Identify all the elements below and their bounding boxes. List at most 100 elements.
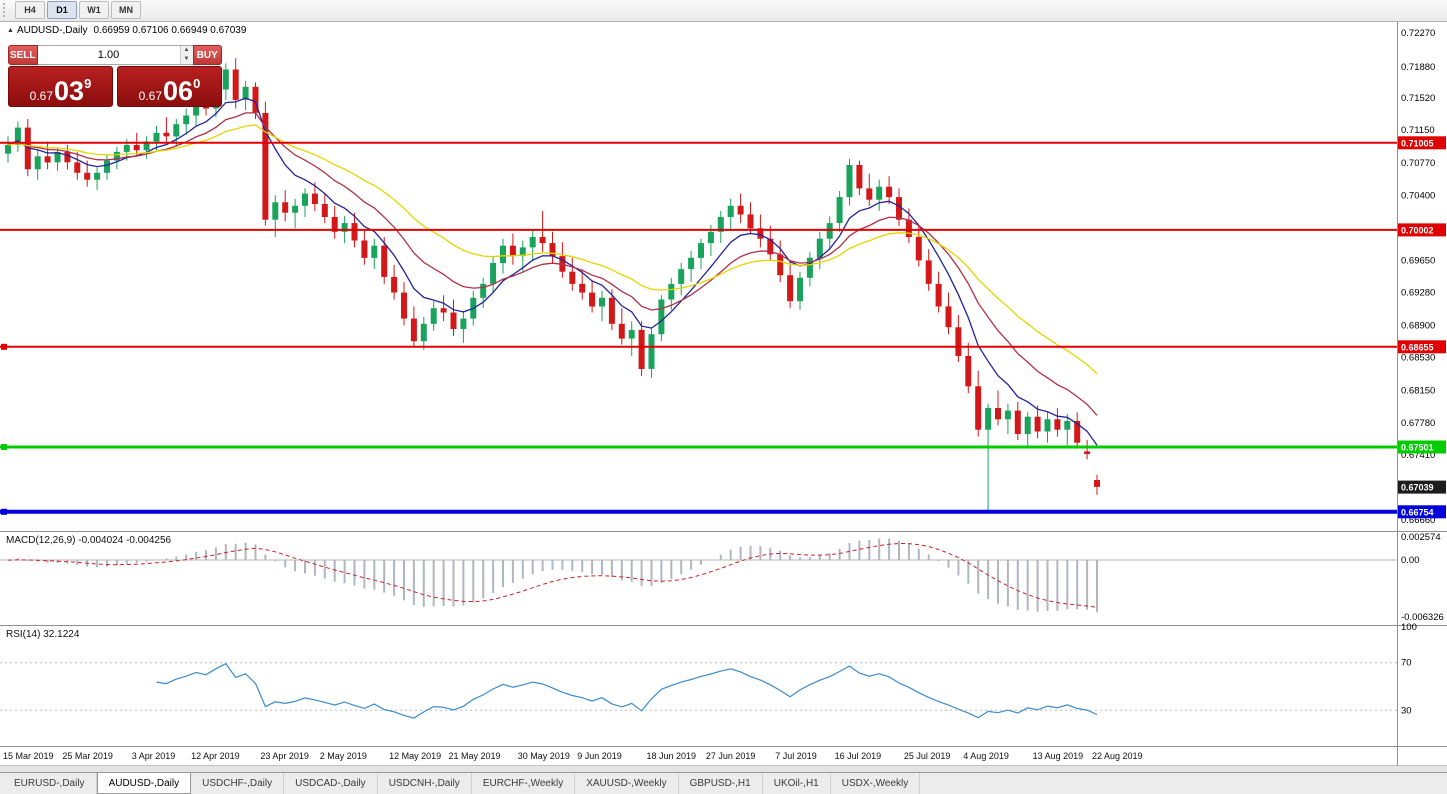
svg-text:0.70770: 0.70770 — [1401, 158, 1435, 169]
price-chart-canvas[interactable]: 0.72270 0.71880 0.71520 0.71150 0.70770 0.704… — [0, 21, 1447, 766]
buy-price-prefix: 0.67 — [138, 88, 163, 103]
buy-price-big-digits: 06 — [163, 75, 194, 106]
svg-text:9 Jun 2019: 9 Jun 2019 — [577, 751, 622, 761]
svg-text:0.70400: 0.70400 — [1401, 190, 1435, 201]
tab-ukoil-h1[interactable]: UKOil-,H1 — [763, 773, 831, 794]
tab-eurusd-daily[interactable]: EURUSD-,Daily — [3, 773, 97, 794]
volume-spinner: ▲ ▼ — [179, 45, 193, 64]
svg-text:12 May 2019: 12 May 2019 — [389, 751, 441, 761]
svg-text:0.002574: 0.002574 — [1401, 532, 1441, 543]
svg-text:21 May 2019: 21 May 2019 — [449, 751, 501, 761]
sell-price-prefix: 0.67 — [29, 88, 54, 103]
price-tag — [1398, 223, 1446, 237]
volume-input[interactable] — [37, 45, 180, 64]
rsi-pane: RSI(14) 32.1224 100 70 30 — [0, 622, 1417, 719]
svg-text:70: 70 — [1401, 658, 1412, 669]
tab-usdx-weekly[interactable]: USDX-,Weekly — [831, 773, 921, 794]
rsi-label: RSI(14) 32.1224 — [6, 629, 80, 640]
hline-handle[interactable] — [1, 508, 7, 515]
svg-text:18 Jun 2019: 18 Jun 2019 — [647, 751, 697, 761]
collapse-panel-icon[interactable]: ▲ — [7, 26, 14, 34]
svg-text:12 Apr 2019: 12 Apr 2019 — [191, 751, 240, 761]
tf-button-w1[interactable]: W1 — [79, 1, 109, 20]
candlestick-series — [5, 58, 1100, 511]
macd-pane: MACD(12,26,9) -0.004024 -0.004256 0.00257… — [0, 532, 1444, 623]
volume-box: ▲ ▼ — [37, 44, 193, 65]
svg-text:0.68530: 0.68530 — [1401, 353, 1435, 364]
chart-frame — [0, 21, 1447, 766]
svg-text:0.70002: 0.70002 — [1401, 225, 1434, 235]
svg-text:0.72270: 0.72270 — [1401, 28, 1435, 39]
toolbar-grip[interactable] — [3, 3, 10, 18]
price-tag — [1398, 505, 1446, 519]
svg-text:0.68655: 0.68655 — [1401, 342, 1434, 352]
svg-text:22 Aug 2019: 22 Aug 2019 — [1092, 751, 1143, 761]
svg-text:0.67410: 0.67410 — [1401, 450, 1435, 461]
price-tag — [1398, 136, 1446, 150]
tab-eurchf-weekly[interactable]: EURCHF-,Weekly — [472, 773, 576, 794]
svg-text:0.67780: 0.67780 — [1401, 418, 1435, 429]
price-tags: 0.71005 0.70002 0.68655 0.67501 0.66754 0.670… — [1398, 136, 1446, 519]
svg-text:25 Jul 2019: 25 Jul 2019 — [904, 751, 951, 761]
tab-usdcnh-daily[interactable]: USDCNH-,Daily — [378, 773, 472, 794]
chart-symbol-period: AUDUSD-,Daily — [16, 24, 88, 36]
tf-button-mn[interactable]: MN — [111, 1, 141, 20]
chart-tab-bar: EURUSD-,Daily AUDUSD-,Daily USDCHF-,Dail… — [0, 772, 1447, 794]
window-bottom-strip — [0, 765, 1447, 773]
svg-text:0.66754: 0.66754 — [1401, 507, 1434, 517]
svg-text:13 Aug 2019: 13 Aug 2019 — [1033, 751, 1084, 761]
volume-down-button[interactable]: ▼ — [180, 54, 193, 64]
svg-text:0.69280: 0.69280 — [1401, 288, 1435, 299]
buy-price-pip-digit: 0 — [193, 75, 201, 91]
one-click-trading-panel: SELL ▲ ▼ BUY 0.67 03 9 0.67 — [8, 44, 222, 107]
tab-audusd-daily[interactable]: AUDUSD-,Daily — [96, 773, 192, 794]
hline-handle[interactable] — [1, 443, 7, 450]
svg-text:0.00: 0.00 — [1401, 555, 1420, 566]
tab-usdcad-daily[interactable]: USDCAD-,Daily — [284, 773, 378, 794]
date-axis[interactable]: 15 Mar 2019 25 Mar 2019 3 Apr 2019 12 Apr 2… — [3, 751, 1143, 761]
svg-text:0.71150: 0.71150 — [1401, 125, 1435, 136]
volume-up-button[interactable]: ▲ — [180, 45, 193, 55]
buy-button[interactable]: BUY — [192, 44, 222, 65]
chart-ohlc-values: 0.66959 0.67106 0.66949 0.67039 — [93, 24, 247, 36]
tf-button-d1[interactable]: D1 — [47, 1, 77, 20]
svg-text:23 Apr 2019: 23 Apr 2019 — [260, 751, 309, 761]
svg-text:0.68150: 0.68150 — [1401, 386, 1435, 397]
svg-text:3 Apr 2019: 3 Apr 2019 — [132, 751, 176, 761]
sell-button[interactable]: SELL — [8, 44, 38, 65]
svg-text:0.69650: 0.69650 — [1401, 255, 1435, 266]
svg-text:2 May 2019: 2 May 2019 — [320, 751, 367, 761]
tab-xauusd-weekly[interactable]: XAUUSD-,Weekly — [575, 773, 679, 794]
svg-text:27 Jun 2019: 27 Jun 2019 — [706, 751, 756, 761]
sell-price-big-digits: 03 — [54, 75, 85, 106]
svg-text:0.67039: 0.67039 — [1401, 483, 1434, 493]
chart-title: ▲ AUDUSD-,Daily 0.66959 0.67106 0.66949 0.… — [7, 25, 246, 36]
svg-text:30 May 2019: 30 May 2019 — [518, 751, 570, 761]
svg-text:7 Jul 2019: 7 Jul 2019 — [775, 751, 817, 761]
svg-text:25 Mar 2019: 25 Mar 2019 — [62, 751, 113, 761]
chart-area: 0.72270 0.71880 0.71520 0.71150 0.70770 0.704… — [0, 21, 1447, 766]
svg-text:0.66660: 0.66660 — [1401, 515, 1435, 526]
svg-text:16 Jul 2019: 16 Jul 2019 — [835, 751, 882, 761]
svg-text:-0.006326: -0.006326 — [1401, 612, 1444, 623]
tab-gbpusd-h1[interactable]: GBPUSD-,H1 — [679, 773, 763, 794]
timeframe-toolbar: H4 D1 W1 MN — [0, 0, 1447, 22]
horizontal-level-lines[interactable] — [0, 141, 1397, 515]
tab-usdchf-daily[interactable]: USDCHF-,Daily — [191, 773, 285, 794]
macd-label: MACD(12,26,9) -0.004024 -0.004256 — [6, 535, 172, 546]
tf-button-h4[interactable]: H4 — [15, 1, 45, 20]
price-tag — [1398, 480, 1446, 494]
price-tag — [1398, 340, 1446, 354]
svg-text:0.71520: 0.71520 — [1401, 93, 1435, 104]
buy-price-button[interactable]: 0.67 06 0 — [117, 65, 222, 107]
svg-text:100: 100 — [1401, 622, 1417, 633]
hline-handle[interactable] — [1, 343, 7, 350]
svg-text:0.71880: 0.71880 — [1401, 62, 1435, 73]
price-tag — [1398, 440, 1446, 454]
svg-text:0.68900: 0.68900 — [1401, 320, 1435, 331]
sell-price-pip-digit: 9 — [84, 75, 92, 91]
svg-text:0.67501: 0.67501 — [1401, 442, 1434, 452]
sell-price-button[interactable]: 0.67 03 9 — [8, 65, 113, 107]
svg-text:0.71005: 0.71005 — [1401, 138, 1434, 148]
